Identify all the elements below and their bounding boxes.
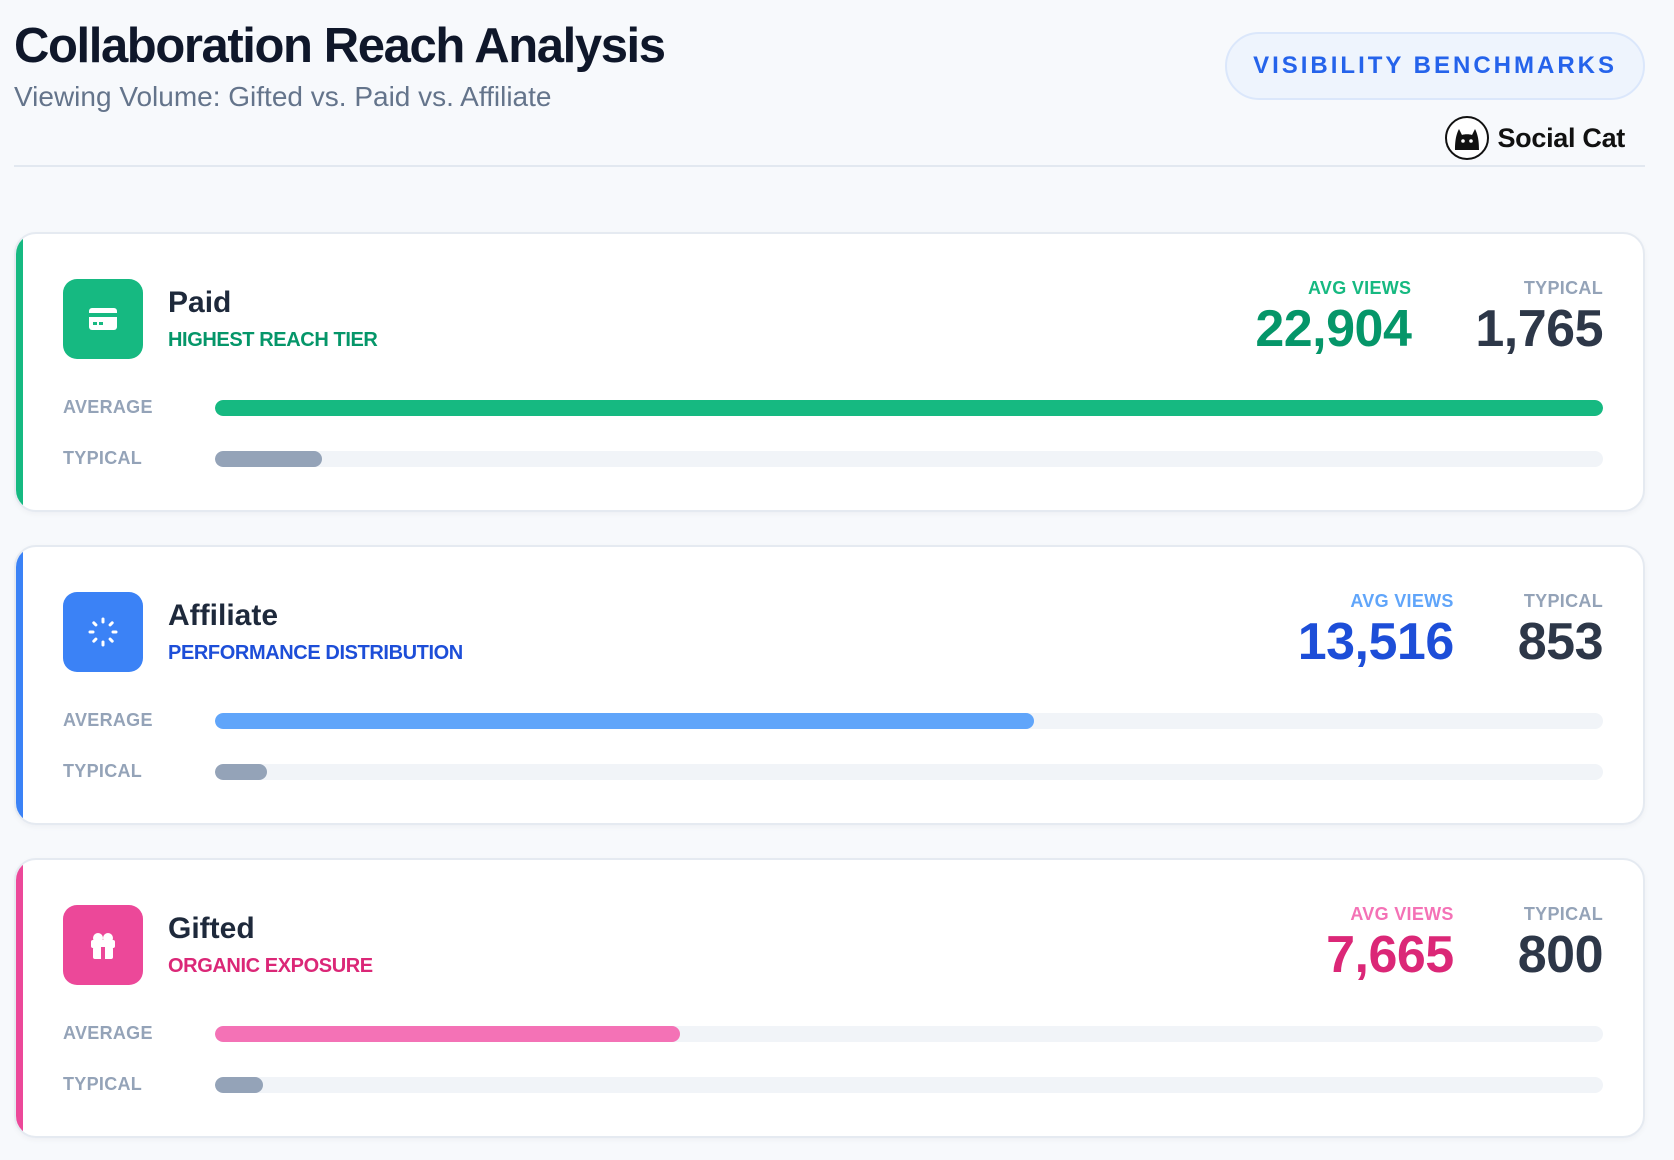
bar-label-average: AVERAGE [63,1023,153,1043]
bar-typical-affiliate [215,764,267,780]
bar-row-typical: TYPICAL [63,448,1603,468]
bar-label-typical: TYPICAL [63,761,143,781]
bar-label-average: AVERAGE [63,710,153,730]
category-tag: HIGHEST REACH TIER [168,329,378,351]
bar-typical-paid [215,451,322,467]
metrics: AVG VIEWS 7,665 TYPICAL 800 [1326,904,1603,984]
bar-average-affiliate [215,713,1035,729]
bar-row-average: AVERAGE [63,1023,1603,1043]
bar-track [215,1077,1603,1093]
header: Collaboration Reach Analysis Viewing Vol… [14,0,1645,167]
bar-average-gifted [215,1026,680,1042]
bar-track [215,764,1603,780]
typical-value: 853 [1517,613,1604,671]
card-accent [16,547,23,823]
typical-value: 800 [1517,926,1604,984]
bar-average-paid [215,400,1603,416]
category-name: Paid [168,286,232,319]
metrics: AVG VIEWS 22,904 TYPICAL 1,765 [1255,278,1603,358]
page-title: Collaboration Reach Analysis [14,19,666,73]
category-name: Gifted [168,912,255,945]
brand: Social Cat [1445,116,1625,160]
category-tag: ORGANIC EXPOSURE [168,955,373,977]
metrics: AVG VIEWS 13,516 TYPICAL 853 [1297,591,1604,671]
typical-label: TYPICAL [1523,904,1603,924]
bar-label-typical: TYPICAL [63,1074,143,1094]
bar-row-typical: TYPICAL [63,1074,1603,1094]
avg-views-value: 7,665 [1326,926,1454,984]
page-subtitle: Viewing Volume: Gifted vs. Paid vs. Affi… [14,81,552,112]
avg-views-value: 13,516 [1297,613,1455,671]
typical-label: TYPICAL [1523,591,1603,611]
typical-metric: TYPICAL 1,765 [1475,278,1603,358]
avg-views-label: AVG VIEWS [1307,278,1412,298]
category-tag: PERFORMANCE DISTRIBUTION [168,642,463,664]
bar-label-typical: TYPICAL [63,448,143,468]
typical-metric: TYPICAL 800 [1517,904,1604,984]
cat-logo-icon [1445,116,1490,160]
card-gifted: Gifted ORGANIC EXPOSURE AVG VIEWS 7,665 … [14,858,1645,1138]
brand-name: Social Cat [1497,122,1625,153]
gift-icon [63,905,143,985]
avg-views-metric: AVG VIEWS 7,665 [1326,904,1454,984]
chart-cards: Paid HIGHEST REACH TIER AVG VIEWS 22,904… [14,232,1645,1160]
avg-views-label: AVG VIEWS [1350,591,1454,611]
visibility-benchmarks-button[interactable]: VISIBILITY BENCHMARKS [1225,32,1645,100]
bar-typical-gifted [215,1077,264,1093]
bar-track [215,400,1603,416]
typical-metric: TYPICAL 853 [1517,591,1604,671]
credit-card-icon [63,279,143,359]
avg-views-metric: AVG VIEWS 13,516 [1297,591,1455,671]
bar-row-typical: TYPICAL [63,761,1603,781]
avg-views-value: 22,904 [1255,300,1412,358]
bar-track [215,713,1603,729]
typical-label: TYPICAL [1523,278,1603,298]
typical-value: 1,765 [1475,300,1603,358]
card-accent [16,234,23,510]
bar-track [215,1026,1603,1042]
card-affiliate: Affiliate PERFORMANCE DISTRIBUTION AVG V… [14,545,1645,825]
avg-views-label: AVG VIEWS [1350,904,1454,924]
bar-label-average: AVERAGE [63,397,153,417]
avg-views-metric: AVG VIEWS 22,904 [1255,278,1412,358]
bar-row-average: AVERAGE [63,710,1603,730]
card-accent [16,860,23,1136]
category-name: Affiliate [168,599,279,632]
bar-track [215,451,1603,467]
card-paid: Paid HIGHEST REACH TIER AVG VIEWS 22,904… [14,232,1645,512]
bar-row-average: AVERAGE [63,397,1603,417]
spinner-icon [63,592,143,672]
